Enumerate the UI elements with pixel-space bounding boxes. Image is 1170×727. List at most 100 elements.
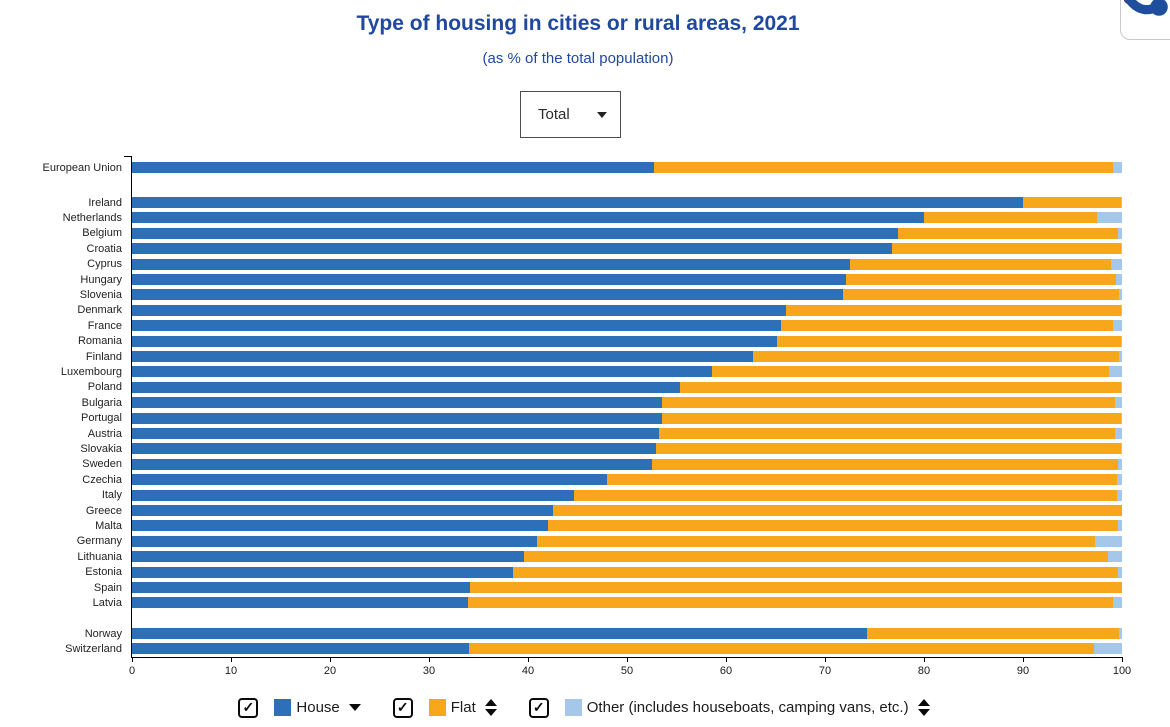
bar-segment-other[interactable] [1119,351,1122,362]
series-checkbox[interactable]: ✓ [528,697,549,718]
bar-segment-house[interactable] [132,197,1023,208]
bar-segment-other[interactable] [1095,535,1122,547]
bar-segment-flat[interactable] [777,335,1121,347]
bar-segment-flat[interactable] [1023,197,1121,208]
bar-segment-flat[interactable] [513,566,1119,578]
country-label: Finland [85,350,122,363]
bar-segment-other[interactable] [1121,443,1122,455]
bar-segment-house[interactable] [132,274,846,285]
dataset-dropdown[interactable]: Total [520,91,621,138]
bar-segment-house[interactable] [132,320,782,332]
bar-segment-other[interactable] [1121,197,1122,208]
bar-segment-house[interactable] [132,551,525,563]
bar-segment-flat[interactable] [573,489,1118,501]
bar-segment-house[interactable] [132,258,850,270]
bar-segment-flat[interactable] [924,212,1098,224]
bar-segment-flat[interactable] [752,351,1120,362]
bar-segment-other[interactable] [1118,566,1122,578]
bar-segment-flat[interactable] [651,458,1119,470]
bar-segment-flat[interactable] [655,443,1121,455]
bar-segment-flat[interactable] [845,274,1117,285]
bar-segment-flat[interactable] [467,597,1114,609]
bar-segment-other[interactable] [1108,551,1122,563]
bar-segment-house[interactable] [132,474,608,486]
bar-segment-house[interactable] [132,366,713,378]
bar-segment-flat[interactable] [468,643,1095,655]
bar-segment-house[interactable] [132,520,548,532]
bar-segment-house[interactable] [132,566,514,578]
share-button[interactable] [1120,0,1170,40]
bar-segment-other[interactable] [1118,458,1122,470]
bar-segment-other[interactable] [1119,289,1122,301]
sort-down-arrow [917,709,930,716]
bar-segment-house[interactable] [132,397,662,409]
bar-segment-other[interactable] [1111,258,1122,270]
bar-segment-other[interactable] [1097,212,1122,224]
series-checkbox[interactable]: ✓ [392,697,413,718]
bar-segment-house[interactable] [132,443,656,455]
bar-segment-other[interactable] [1116,274,1122,285]
bar-segment-other[interactable] [1113,320,1122,332]
bar-segment-flat[interactable] [842,289,1120,301]
bar-segment-flat[interactable] [849,258,1112,270]
bar-segment-house[interactable] [132,335,778,347]
bar-segment-other[interactable] [1118,227,1122,239]
bar-segment-other[interactable] [1113,597,1122,609]
bar-segment-flat[interactable] [786,304,1121,316]
sort-both-icon[interactable] [483,697,499,718]
bar-segment-other[interactable] [1119,628,1122,639]
bar-segment-flat[interactable] [607,474,1118,486]
bar-segment-house[interactable] [132,381,681,393]
bar-segment-house[interactable] [132,489,574,501]
bar-segment-flat[interactable] [547,520,1119,532]
bar-segment-other[interactable] [1113,162,1122,173]
bar-segment-house[interactable] [132,643,469,655]
bar-segment-flat[interactable] [866,628,1120,639]
bar-segment-house[interactable] [132,304,787,316]
bar-segment-flat[interactable] [552,505,1122,516]
bar-segment-other[interactable] [1094,643,1122,655]
bar-segment-other[interactable] [1121,243,1122,255]
bar-segment-flat[interactable] [712,366,1110,378]
bar-segment-other[interactable] [1121,335,1122,347]
bar-segment-flat[interactable] [653,162,1114,173]
bar-segment-house[interactable] [132,162,654,173]
bar-segment-house[interactable] [132,535,537,547]
bar-segment-flat[interactable] [524,551,1109,563]
bar-segment-house[interactable] [132,597,468,609]
country-label: Slovenia [79,288,122,301]
bar-segment-house[interactable] [132,243,893,255]
bar-segment-house[interactable] [132,412,662,424]
bar-segment-flat[interactable] [680,381,1121,393]
bar-segment-other[interactable] [1121,412,1122,424]
bar-segment-flat[interactable] [781,320,1114,332]
sort-both-icon[interactable] [916,697,932,718]
bar-segment-flat[interactable] [469,582,1122,593]
bar-segment-flat[interactable] [661,397,1116,409]
bar-segment-other[interactable] [1109,366,1122,378]
series-checkbox[interactable]: ✓ [238,697,259,718]
bar-segment-house[interactable] [132,428,659,439]
bar-segment-flat[interactable] [536,535,1096,547]
bar-segment-house[interactable] [132,212,924,224]
bar-segment-other[interactable] [1115,397,1122,409]
bar-segment-house[interactable] [132,582,470,593]
sort-desc-icon[interactable] [347,702,363,713]
bar-segment-flat[interactable] [898,227,1119,239]
bar-segment-house[interactable] [132,505,553,516]
bar-segment-other[interactable] [1117,474,1122,486]
bar-segment-other[interactable] [1118,520,1122,532]
bar-segment-other[interactable] [1121,381,1122,393]
bar-segment-house[interactable] [132,289,843,301]
bar-segment-flat[interactable] [658,428,1116,439]
bar-segment-house[interactable] [132,227,899,239]
bar-segment-other[interactable] [1121,304,1122,316]
bar-segment-other[interactable] [1115,428,1122,439]
bar-segment-house[interactable] [132,458,652,470]
bar-segment-house[interactable] [132,351,753,362]
bar-segment-house[interactable] [132,628,867,639]
bar-segment-other[interactable] [1117,489,1122,501]
bar-segment-flat[interactable] [661,412,1121,424]
bar-segment-flat[interactable] [892,243,1121,255]
